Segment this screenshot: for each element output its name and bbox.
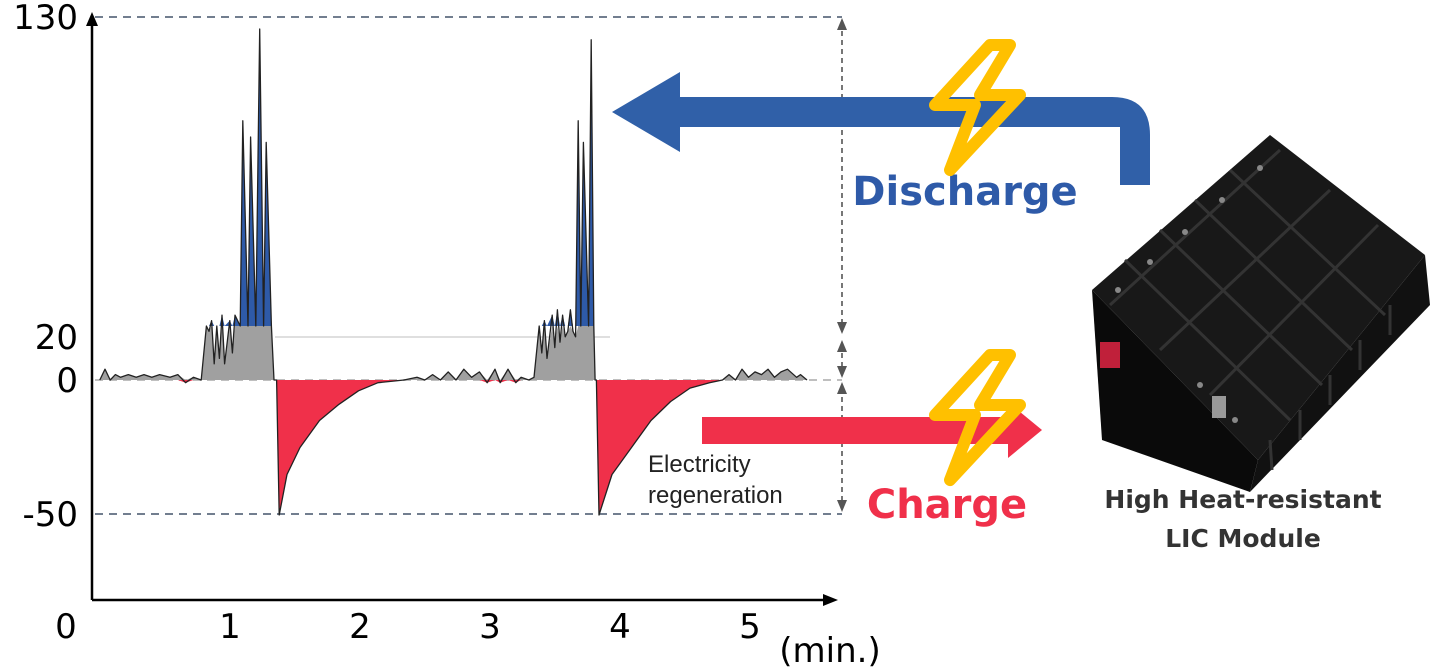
x-tick-label: 2 — [349, 607, 371, 647]
chart-fill-group — [99, 29, 808, 515]
regeneration-label-line1: Electricity — [648, 451, 751, 478]
y-axis-arrowhead — [86, 12, 98, 26]
x-tick-label: 3 — [479, 607, 501, 647]
y-tick-label: -50 — [22, 495, 78, 535]
x-tick-label: 4 — [609, 607, 631, 647]
x-axis-arrowhead — [823, 594, 838, 606]
charge-regeneration-area — [99, 380, 808, 515]
discharge-peak-area — [99, 29, 808, 326]
lightning-bolt-icon — [929, 39, 1026, 176]
x-tick-label: 0 — [55, 607, 77, 647]
x-axis-unit-label: (min.) — [779, 631, 880, 668]
range-arrow-heads — [837, 18, 847, 512]
regeneration-label-line2: regeneration — [648, 482, 783, 509]
y-tick-label: 20 — [35, 318, 78, 358]
module-label-line2: LIC Module — [1165, 524, 1321, 553]
base-load-area — [99, 326, 808, 380]
discharge-label: Discharge — [852, 169, 1077, 215]
battery-module-image — [1092, 135, 1430, 492]
y-tick-label: 130 — [13, 0, 78, 38]
charge-label: Charge — [867, 482, 1027, 528]
y-tick-label: 0 — [56, 361, 78, 401]
lightning-bolt-icon — [929, 349, 1026, 486]
profile-outline — [99, 28, 808, 516]
x-tick-label: 5 — [739, 607, 761, 647]
module-label-line1: High Heat-resistant — [1104, 485, 1381, 514]
x-tick-label: 1 — [219, 607, 241, 647]
